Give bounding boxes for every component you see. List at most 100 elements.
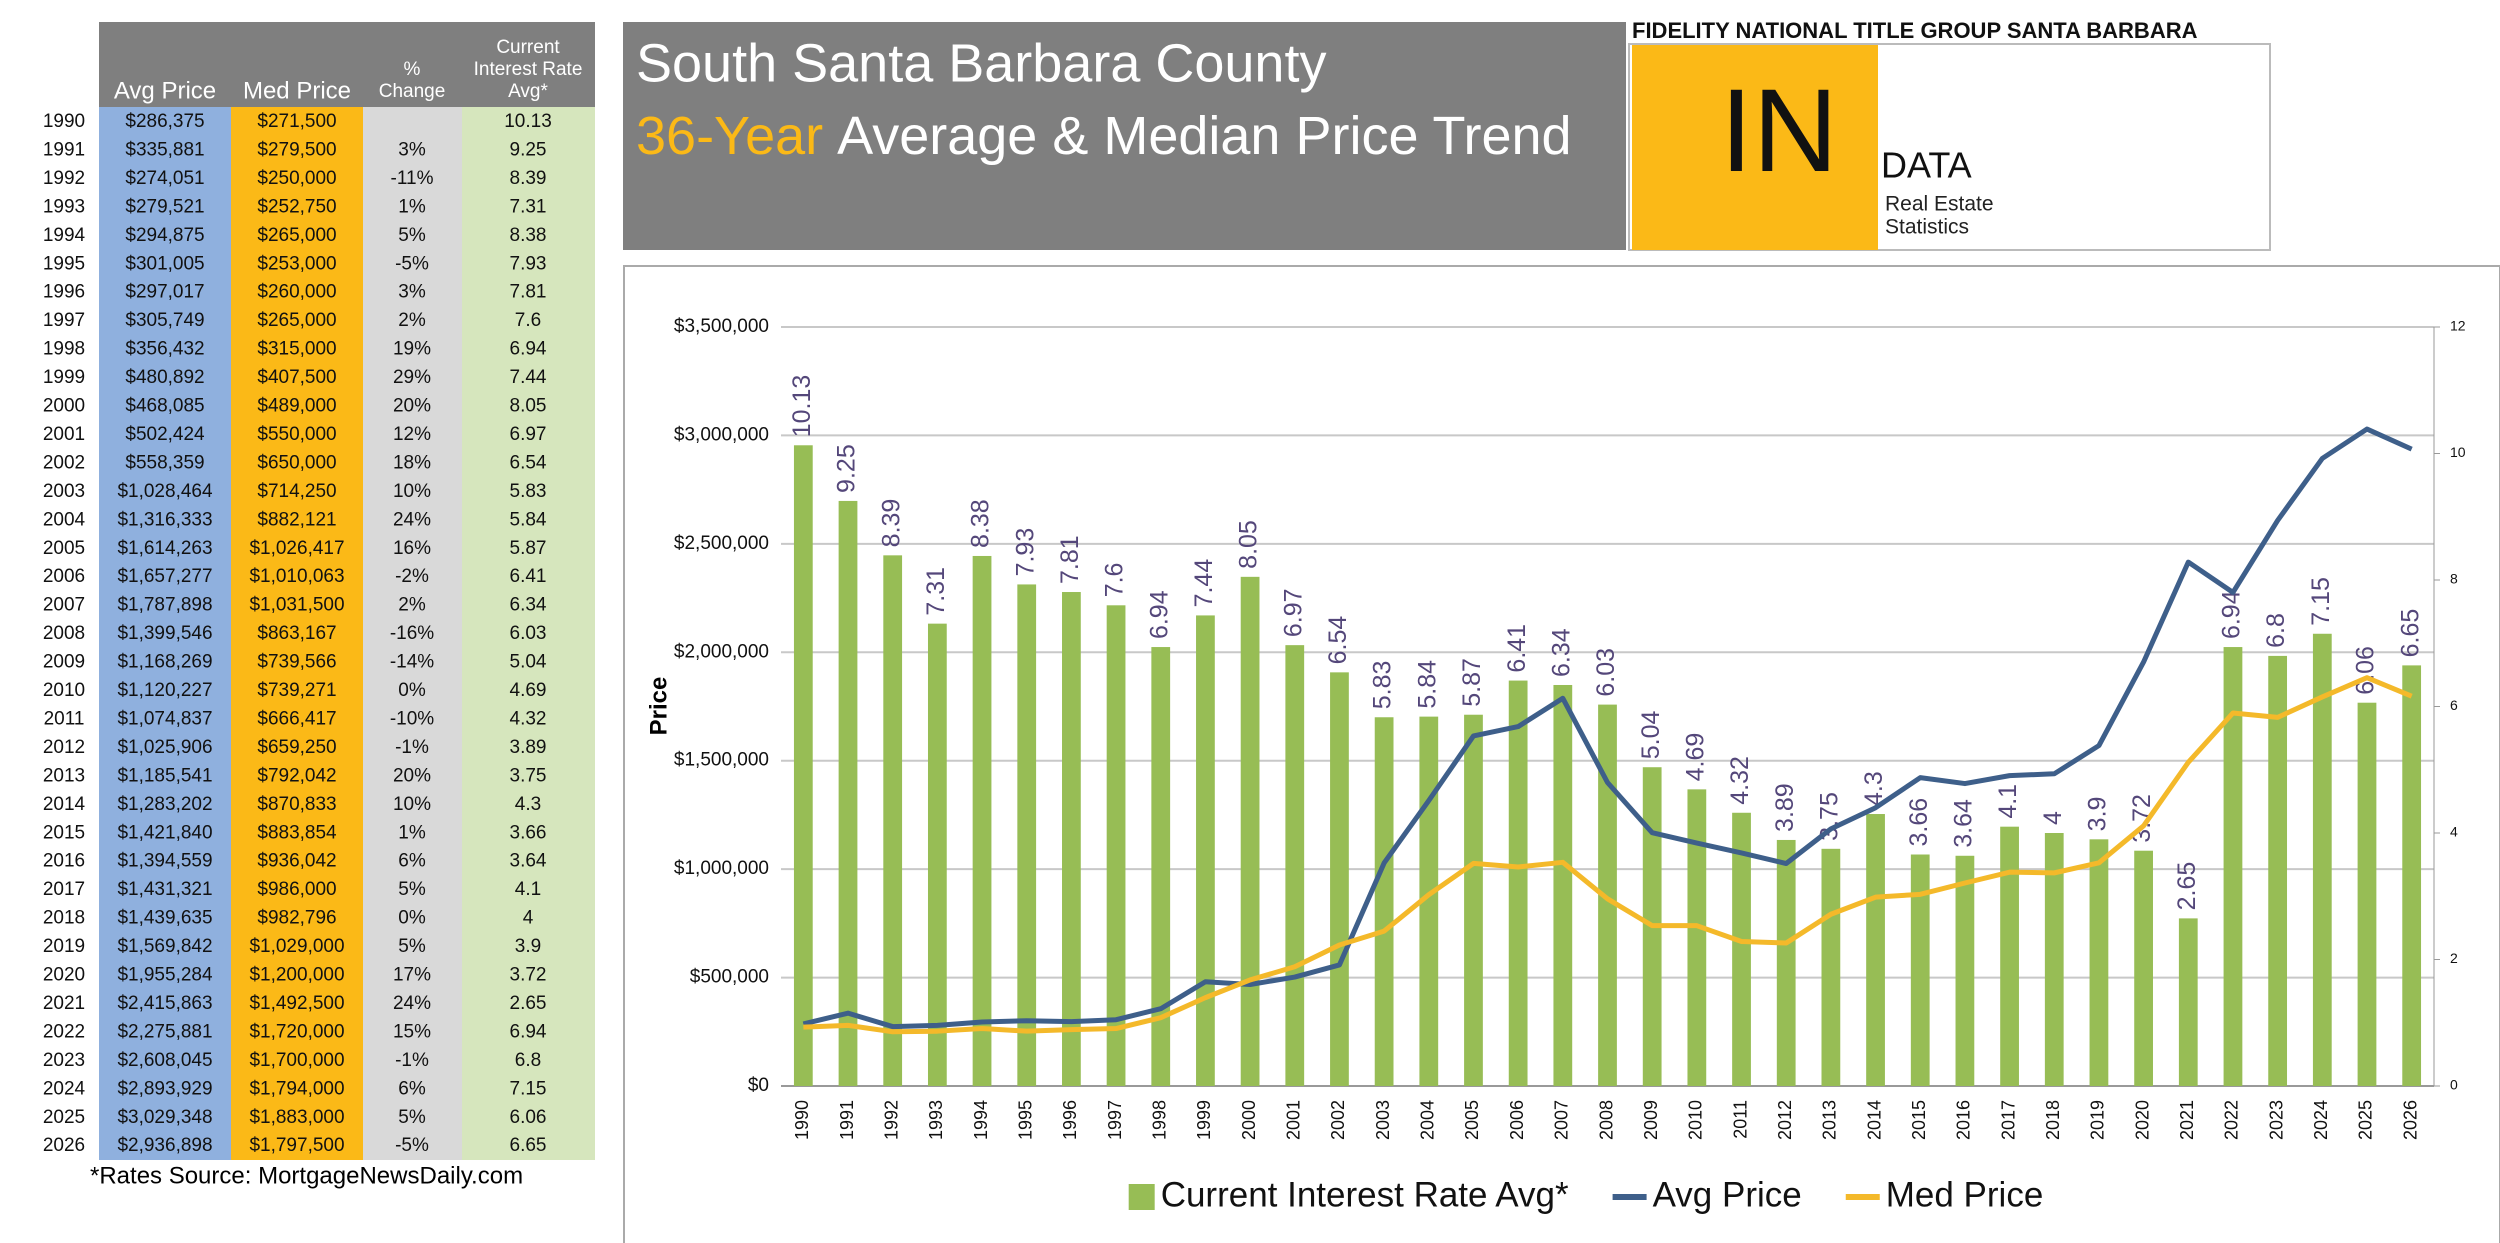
bar [927,623,947,1086]
table-cell: 16% [393,538,431,559]
table-year: 2000 [43,396,85,417]
table-year: 2008 [43,623,85,644]
table-header: Change [379,81,446,102]
table-year: 2019 [43,936,85,957]
x-tick-label: 2002 [1328,1100,1348,1140]
x-tick-label: 2013 [1820,1100,1840,1140]
x-tick-label: 2025 [2356,1100,2376,1140]
bar-value-label: 7.44 [1190,559,1218,608]
table-header: Current [496,37,560,58]
table-cell: 6.94 [510,339,547,360]
table-year: 2002 [43,452,85,473]
table-cell: $335,881 [125,139,204,160]
table-cell: 6.41 [510,566,547,587]
table-year: 2001 [43,424,85,445]
table-cell: $882,121 [257,509,336,530]
table-year: 2011 [44,708,85,729]
table-cell: $1,010,063 [249,566,344,587]
table-cell: $1,883,000 [249,1107,344,1128]
bar [1687,789,1707,1086]
bar-value-label: 6.03 [1592,648,1620,697]
x-tick-label: 2004 [1418,1100,1438,1140]
avg-col-bg [99,107,231,1160]
x-tick-label: 2021 [2177,1100,2197,1140]
table-cell: $1,316,333 [117,509,212,530]
x-tick-label: 2003 [1373,1100,1393,1140]
table-cell: 4.3 [515,794,541,815]
table-cell: 6.06 [510,1107,547,1128]
table-cell: 6.8 [515,1050,541,1071]
table-year: 2014 [43,794,86,815]
table-cell: 3% [398,139,426,160]
title-line1: South Santa Barbara County [636,33,1326,93]
y-tick-label: $1,500,000 [674,750,769,771]
bar [1464,714,1483,1086]
bar-value-label: 3.75 [1815,792,1843,841]
table-cell: 5.84 [510,509,547,530]
med-col-bg [231,107,363,1160]
bar [1598,704,1617,1086]
table-year: 2015 [43,822,85,843]
bar-value-label: 3.9 [2084,797,2112,832]
bar [1776,839,1796,1086]
table-cell: -16% [390,623,434,644]
table-cell: $468,085 [125,396,204,417]
table-cell: 24% [393,993,431,1014]
y-tick-label: $3,500,000 [674,316,769,337]
table-cell: $666,417 [257,708,336,729]
table-year: 2020 [43,965,85,986]
bar [1374,717,1394,1086]
bar-value-label: 4 [2039,811,2067,825]
table-cell: 20% [393,765,431,786]
table-year: 1997 [43,310,85,331]
table-cell: 6.34 [510,595,547,616]
bar [2357,702,2377,1086]
table-year: 2013 [43,765,85,786]
table-cell: 6.03 [510,623,547,644]
table-cell: 19% [393,339,431,360]
table-cell: $274,051 [125,168,204,189]
table-cell: 2% [398,310,426,331]
table-cell: $489,000 [257,396,336,417]
table-cell: 5.87 [510,538,547,559]
table-year: 1992 [43,168,85,189]
x-tick-label: 1992 [881,1100,901,1140]
table-cell: 4.32 [510,708,547,729]
table-cell: $1,700,000 [249,1050,344,1071]
table-year: 2010 [43,680,85,701]
legend-label: Avg Price [1653,1175,1802,1214]
table-cell: $1,492,500 [249,993,344,1014]
table-cell: $301,005 [125,253,204,274]
bar-value-label: 7.81 [1056,535,1084,584]
y2-tick-label: 8 [2450,571,2458,587]
table-cell: 7.93 [510,253,547,274]
table-year: 2025 [43,1107,85,1128]
x-tick-label: 2000 [1239,1100,1259,1140]
table-cell: 12% [393,424,431,445]
table-cell: $1,025,906 [117,737,212,758]
table-cell: $260,000 [257,282,336,303]
bar [1196,615,1215,1086]
bar [2402,665,2422,1086]
x-tick-label: 2026 [2400,1100,2420,1140]
table-cell: $297,017 [125,282,204,303]
title-highlight: 36-Year [636,106,823,166]
table-cell: $982,796 [257,908,336,929]
bar [1106,605,1126,1086]
table-cell: $1,074,837 [117,708,212,729]
table-cell: $2,936,898 [117,1135,212,1156]
bar-value-label: 8.39 [877,499,905,548]
y-tick-label: $1,000,000 [674,858,769,879]
x-tick-label: 2017 [1998,1100,2018,1140]
footnote: *Rates Source: MortgageNewsDaily.com [90,1162,523,1189]
bar-value-label: 10.13 [788,375,816,438]
line [802,426,2413,1030]
table-cell: 6.97 [510,424,547,445]
table-cell: $2,608,045 [117,1050,212,1071]
table-cell: 2% [398,595,426,616]
table-cell: $1,394,559 [117,851,212,872]
table-cell: -5% [395,1135,429,1156]
bar [1017,584,1037,1086]
change-col-bg [363,107,462,1160]
table-cell: $265,000 [257,310,336,331]
